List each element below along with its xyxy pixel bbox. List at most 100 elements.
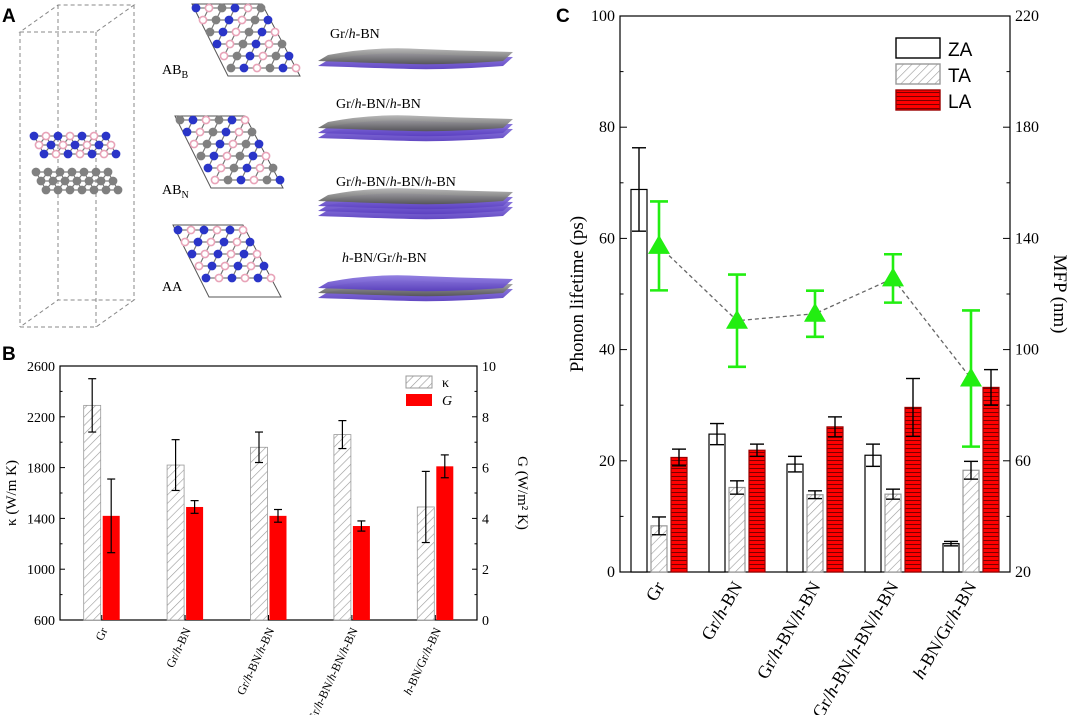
atom — [77, 131, 87, 141]
atom — [236, 175, 246, 185]
atom — [232, 237, 242, 247]
atom — [234, 127, 244, 137]
atom — [259, 261, 269, 271]
atom — [75, 149, 85, 159]
bar-ta — [962, 469, 980, 573]
bar-za — [708, 433, 726, 573]
atom — [212, 225, 222, 235]
atom — [244, 27, 254, 37]
atom — [217, 3, 227, 13]
atom — [232, 51, 242, 61]
sheet-layer — [318, 115, 513, 132]
atom — [198, 15, 208, 25]
bar-la — [982, 386, 1000, 573]
bar-g — [186, 506, 204, 620]
atom — [91, 167, 101, 177]
y-tick-label: 40 — [599, 342, 615, 359]
atom — [213, 249, 223, 259]
y2-tick-label: 8 — [482, 411, 489, 426]
mfp-marker — [804, 302, 826, 322]
atom — [266, 273, 276, 283]
legend-swatch-ta — [895, 63, 941, 85]
atom — [221, 127, 231, 137]
atom — [233, 261, 243, 271]
atom — [277, 39, 287, 49]
atom — [39, 149, 49, 159]
bar-g — [102, 515, 120, 620]
y2-tick-label: 60 — [1015, 453, 1031, 470]
legend-label-kappa: κ — [442, 376, 449, 391]
bar-ta — [884, 493, 902, 573]
y-axis-label: κ (W/m K) — [4, 460, 20, 526]
y2-tick-label: 100 — [1015, 342, 1039, 359]
atom — [203, 163, 213, 173]
atom — [175, 115, 185, 125]
bar-za — [864, 454, 882, 573]
atom — [209, 151, 219, 161]
bar-g — [269, 515, 287, 620]
bar-ta — [728, 486, 746, 573]
chart-b: 600 1000 1400 1800 2200 2600 0 2 4 6 8 10 Gr Gr/h-BN G… — [4, 360, 530, 715]
atom — [214, 115, 224, 125]
bar-za — [630, 188, 648, 573]
atom — [89, 185, 99, 195]
legend-label-za: ZA — [948, 40, 973, 61]
atom — [250, 15, 260, 25]
y-tick-label: 1000 — [27, 563, 55, 578]
atom — [202, 139, 212, 149]
atom — [254, 139, 264, 149]
x-tick-label: Gr — [642, 578, 669, 604]
panel-b: B 600 1000 1400 1800 2200 2600 0 2 4 6 8 10 Gr Gr/h-B… — [2, 344, 530, 715]
stacking-label-aa: AA — [162, 280, 183, 295]
atom — [212, 39, 222, 49]
atom — [241, 139, 251, 149]
atom — [222, 151, 232, 161]
y2-tick-label: 2 — [482, 563, 489, 578]
structure-label-4: h-BN/Gr/h-BN — [342, 251, 427, 266]
atom — [226, 249, 236, 259]
atom — [51, 149, 61, 159]
atom — [106, 140, 116, 150]
atom — [87, 149, 97, 159]
y2-tick-label: 20 — [1015, 564, 1031, 581]
structure-label-3: Gr/h-BN/h-BN/h-BN — [336, 175, 456, 190]
panel-c: C 0204060801002060100140180220GrGr/h-BNG… — [556, 6, 1070, 715]
atom — [201, 115, 211, 125]
stacking-abn-diagram — [174, 115, 285, 189]
atom — [55, 167, 65, 177]
atom — [278, 63, 288, 73]
atom — [225, 39, 235, 49]
atom — [240, 115, 250, 125]
legend-label-ta: TA — [948, 66, 971, 87]
atom — [291, 63, 301, 73]
legend-swatch-g — [406, 394, 432, 406]
x-tick-label: h-BN/Gr/h-BN — [401, 625, 445, 697]
atom — [41, 131, 51, 141]
atom — [247, 127, 257, 137]
y-tick-label: 60 — [599, 230, 615, 247]
atom — [251, 39, 261, 49]
atom — [31, 167, 41, 177]
atom — [231, 27, 241, 37]
x-tick-label: Gr/h-BN — [697, 578, 746, 643]
atom — [84, 176, 94, 186]
atom — [204, 3, 214, 13]
atom — [228, 139, 238, 149]
mfp-marker — [726, 309, 748, 329]
x-tick-label: Gr/h-BN/h-BN — [234, 625, 278, 697]
atom — [237, 15, 247, 25]
atom — [245, 51, 255, 61]
atom — [255, 163, 265, 173]
x-tick-label: Gr — [92, 625, 110, 642]
atom — [70, 140, 80, 150]
panel-a: A ABB ABN AA Gr/h-BN Gr/h-BN/h-BN Gr/h-B… — [2, 3, 513, 328]
y2-tick-label: 10 — [482, 360, 496, 375]
atom — [188, 115, 198, 125]
atom — [211, 15, 221, 25]
atom — [173, 225, 183, 235]
atom — [246, 261, 256, 271]
atom — [208, 127, 218, 137]
atom — [223, 175, 233, 185]
atom — [65, 131, 75, 141]
atom — [187, 249, 197, 259]
